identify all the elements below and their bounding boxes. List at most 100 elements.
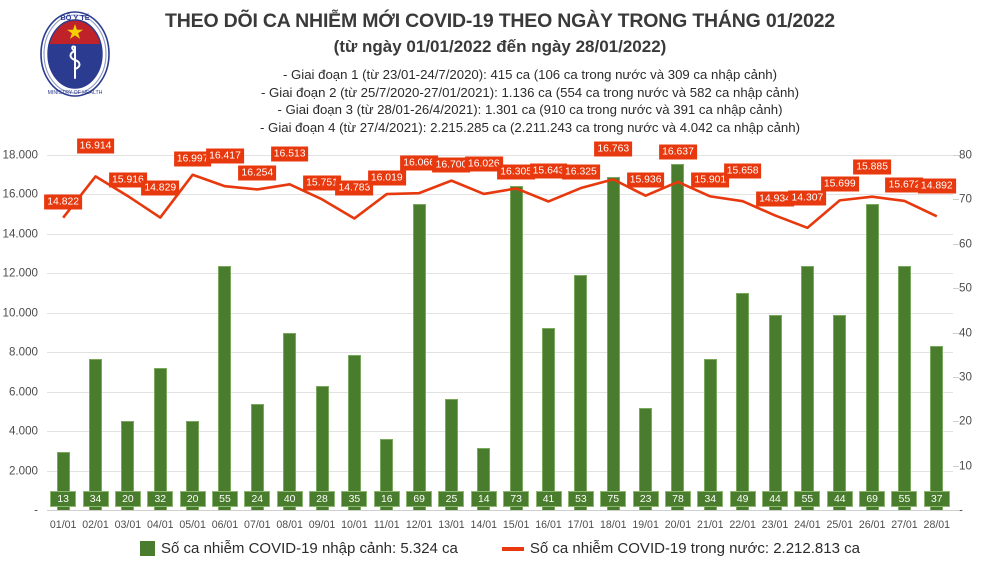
x-axis-label: 22/01	[729, 519, 756, 531]
x-axis-label: 09/01	[308, 519, 336, 531]
right-axis-tick-label: 50	[959, 281, 972, 295]
x-axis-label: 15/01	[502, 519, 530, 531]
line-value-label: 15.751	[303, 175, 341, 191]
x-axis-label: 19/01	[632, 519, 659, 531]
bar-value-label: 20	[179, 491, 206, 507]
bar-value-label: 69	[406, 491, 433, 507]
x-axis-label: 26/01	[858, 519, 886, 531]
right-axis-tick-mark	[953, 332, 959, 334]
line-value-label: 16.914	[76, 138, 115, 154]
bar-value-label: 41	[535, 491, 562, 507]
title-block: THEO DÕI CA NHIỄM MỚI COVID-19 THEO NGÀY…	[130, 8, 870, 60]
bar-value-label: 14	[470, 491, 497, 507]
line-value-label: 16.700	[432, 157, 471, 173]
gridline	[47, 233, 953, 235]
bar-value-label: 55	[794, 491, 821, 507]
bar	[444, 399, 458, 510]
bar-value-label: 32	[147, 491, 174, 507]
line-value-label: 16.026	[464, 156, 503, 172]
line-value-label: 15.658	[723, 163, 762, 179]
right-axis-tick-label: 10	[959, 459, 972, 473]
x-axis-label: 03/01	[114, 519, 142, 531]
x-axis-label: 05/01	[179, 519, 206, 531]
line-value-label: 14.822	[44, 194, 83, 210]
bar-value-label: 53	[567, 491, 594, 507]
left-axis-tick-label: 12.000	[2, 266, 38, 280]
left-axis-tick-label: 2.000	[8, 464, 38, 478]
x-axis-label: 06/01	[211, 519, 239, 531]
right-axis-tick-mark	[953, 155, 959, 156]
bar-value-label: 34	[82, 491, 109, 507]
bar	[833, 314, 847, 510]
line-value-label: 14.829	[141, 180, 180, 196]
bar-value-label: 44	[826, 491, 853, 507]
bar-value-label: 40	[276, 491, 303, 507]
bar	[574, 274, 588, 510]
bar-value-label: 28	[309, 491, 336, 507]
bar	[412, 203, 426, 510]
bar	[283, 332, 297, 510]
gridline	[47, 194, 953, 196]
line-value-label: 16.019	[367, 170, 406, 186]
right-axis-tick-mark	[953, 288, 959, 290]
left-axis-tick-label: 4.000	[8, 424, 38, 438]
left-axis-tick-label: 18.000	[2, 148, 38, 162]
line-value-label: 16.325	[562, 164, 600, 180]
bar-value-label: 16	[373, 491, 400, 507]
bar	[347, 354, 361, 510]
phase-note-list: - Giai đoạn 1 (từ 23/01-24/7/2020): 415 …	[130, 66, 930, 136]
x-axis-label: 16/01	[535, 519, 562, 531]
left-axis-tick-label: 16.000	[2, 187, 38, 201]
page-title: THEO DÕI CA NHIỄM MỚI COVID-19 THEO NGÀY…	[165, 10, 835, 32]
line-value-label: 16.637	[659, 144, 697, 160]
bar	[89, 359, 103, 510]
bar	[639, 407, 653, 510]
bar	[542, 328, 556, 510]
bar-value-label: 69	[859, 491, 886, 507]
phase-note: - Giai đoạn 2 (từ 25/7/2020-27/01/2021):…	[260, 84, 800, 100]
bar	[768, 314, 782, 510]
bar-value-label: 75	[600, 491, 627, 507]
x-axis-label: 25/01	[826, 519, 853, 531]
x-axis-label: 01/01	[49, 519, 77, 531]
gridline	[47, 391, 953, 393]
x-axis-label: 28/01	[923, 519, 951, 531]
bar-value-label: 55	[891, 491, 918, 507]
legend-item-domestic: Số ca nhiễm COVID-19 trong nước: 2.212.8…	[501, 540, 860, 557]
right-axis-tick-label: 70	[959, 192, 972, 206]
left-axis-tick-label: -	[34, 503, 38, 517]
bar	[703, 359, 717, 510]
chart-legend: Số ca nhiễm COVID-19 nhập cảnh: 5.324 ca…	[0, 540, 1000, 557]
phase-note: - Giai đoạn 1 (từ 23/01-24/7/2020): 415 …	[282, 67, 778, 82]
line-value-label: 15.699	[820, 176, 859, 192]
right-axis-tick-label: 30	[959, 370, 972, 384]
x-axis-label: 13/01	[438, 519, 465, 531]
line-value-label: 14.892	[917, 178, 956, 194]
line-value-label: 15.901	[691, 172, 730, 188]
line-value-label: 14.934	[756, 191, 794, 207]
line-value-label: 16.254	[238, 165, 277, 181]
legend-label-imported: Số ca nhiễm COVID-19 nhập cảnh: 5.324 ca	[161, 540, 458, 557]
gridline	[47, 352, 953, 354]
line-value-label: 15.672	[885, 177, 924, 193]
bar-value-label: 23	[632, 491, 659, 507]
line-value-label: 15.916	[109, 172, 147, 188]
right-axis-tick-mark	[953, 465, 959, 467]
right-axis-tick-mark	[953, 376, 959, 378]
gridline	[47, 312, 953, 314]
line-value-label: 16.513	[270, 146, 309, 162]
x-axis-label: 11/01	[373, 519, 400, 531]
right-axis-tick-mark	[953, 243, 959, 245]
bar	[930, 345, 944, 510]
x-axis-label: 24/01	[794, 519, 821, 531]
right-axis-tick-mark	[953, 510, 959, 511]
bar	[897, 265, 911, 510]
line-value-label: 14.783	[335, 180, 374, 196]
left-axis-tick-label: 14.000	[2, 227, 38, 241]
x-axis-label: 08/01	[276, 519, 303, 531]
gridline	[47, 155, 953, 156]
bar-value-label: 78	[664, 491, 691, 507]
x-axis-label: 14/01	[470, 519, 498, 531]
bar	[800, 265, 814, 510]
x-axis-label: 10/01	[341, 519, 368, 531]
